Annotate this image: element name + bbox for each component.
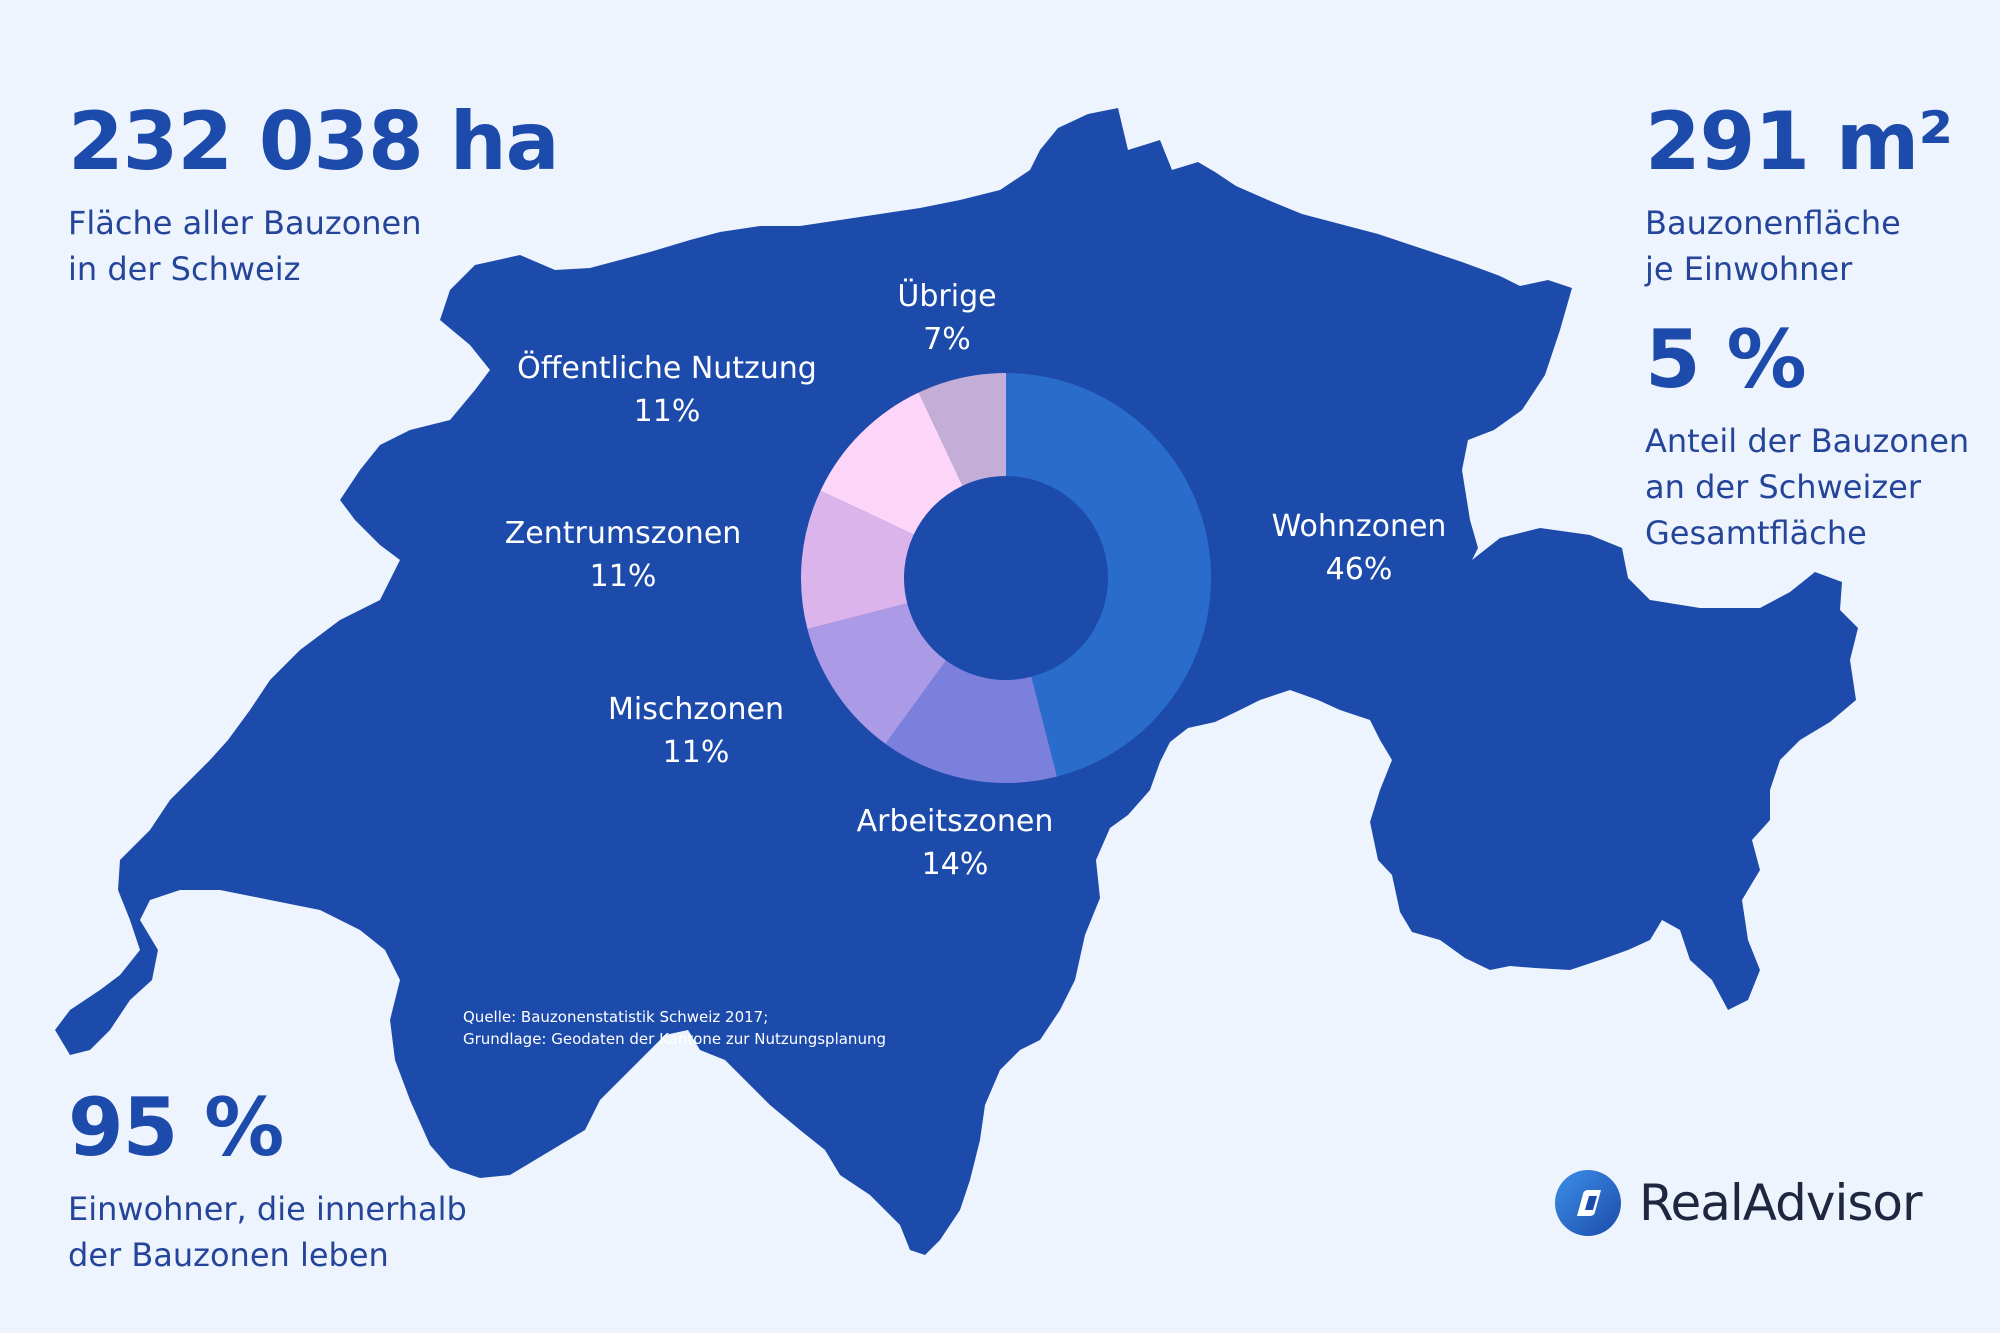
logo-wordmark: RealAdvisor <box>1639 1174 1923 1232</box>
label-uebrige-value: 7% <box>923 322 971 357</box>
donut-slice-öffentliche-nutzung <box>820 392 963 535</box>
stat-share-line: an der Schweizer <box>1645 468 1921 506</box>
label-oeffentliche-nutzung-name: Öffentliche Nutzung <box>517 351 817 386</box>
label-wohnzonen-value: 46% <box>1325 552 1393 587</box>
donut-slice-wohnzonen <box>1006 373 1211 777</box>
stat-per-person-line: je Einwohner <box>1645 250 1853 288</box>
label-mischzonen-name: Mischzonen <box>608 692 784 727</box>
label-mischzonen-value: 11% <box>662 735 730 770</box>
source-line: Grundlage: Geodaten der Kantone zur Nutz… <box>463 1030 886 1048</box>
label-oeffentliche-nutzung-value: 11% <box>633 394 701 429</box>
stat-area-description: Fläche aller Bauzonen in der Schweiz <box>68 200 559 292</box>
label-uebrige-name: Übrige <box>897 279 997 314</box>
stat-population-line: der Bauzonen leben <box>68 1236 389 1274</box>
donut-slice-arbeitszonen <box>885 660 1057 783</box>
source-line: Quelle: Bauzonenstatistik Schweiz 2017; <box>463 1008 769 1026</box>
stat-population-description: Einwohner, die innerhalb der Bauzonen le… <box>68 1186 467 1278</box>
stat-area-value: 232 038 ha <box>68 95 560 188</box>
stat-building-zone-area: 232 038 ha Fläche aller Bauzonen in der … <box>68 95 560 292</box>
stat-population-value: 95 % <box>68 1081 284 1174</box>
label-oeffentliche-nutzung: Öffentliche Nutzung 11% <box>517 347 817 433</box>
stat-per-person-line: Bauzonenfläche <box>1645 204 1901 242</box>
stat-area-per-inhabitant: 291 m² Bauzonenfläche je Einwohner <box>1645 95 1953 292</box>
stat-share-description: Anteil der Bauzonen an der Schweizer Ges… <box>1645 418 1969 556</box>
label-arbeitszonen-value: 14% <box>921 847 989 882</box>
stat-per-person-description: Bauzonenfläche je Einwohner <box>1645 200 1952 292</box>
label-wohnzonen-name: Wohnzonen <box>1271 509 1447 544</box>
stat-share-value: 5 % <box>1645 313 1807 406</box>
stat-area-line: in der Schweiz <box>68 250 301 288</box>
stat-area-line: Fläche aller Bauzonen <box>68 204 422 242</box>
stat-share-of-total-area: 5 % Anteil der Bauzonen an der Schweizer… <box>1645 320 1969 556</box>
stat-population-in-zones: 95 % Einwohner, die innerhalb der Bauzon… <box>68 1088 467 1278</box>
stat-share-line: Anteil der Bauzonen <box>1645 422 1970 460</box>
stat-per-person-value: 291 m² <box>1645 95 1953 188</box>
label-wohnzonen: Wohnzonen 46% <box>1272 505 1447 591</box>
donut-slice-zentrumszonen <box>800 490 914 629</box>
source-note: Quelle: Bauzonenstatistik Schweiz 2017; … <box>463 1006 886 1050</box>
label-zentrumszonen-value: 11% <box>589 559 657 594</box>
label-arbeitszonen-name: Arbeitszonen <box>856 804 1054 839</box>
realadvisor-logo: RealAdvisor <box>1555 1170 1923 1236</box>
stat-share-line: Gesamtfläche <box>1645 514 1867 552</box>
realadvisor-logo-icon <box>1555 1170 1621 1236</box>
donut-slice-mischzonen <box>807 603 947 744</box>
label-arbeitszonen: Arbeitszonen 14% <box>857 800 1054 886</box>
label-zentrumszonen: Zentrumszonen 11% <box>505 512 742 598</box>
label-mischzonen: Mischzonen 11% <box>608 688 784 774</box>
stat-population-line: Einwohner, die innerhalb <box>68 1190 467 1228</box>
label-uebrige: Übrige 7% <box>897 275 996 361</box>
donut-slice-übrige <box>918 373 1006 486</box>
label-zentrumszonen-name: Zentrumszonen <box>504 516 742 551</box>
